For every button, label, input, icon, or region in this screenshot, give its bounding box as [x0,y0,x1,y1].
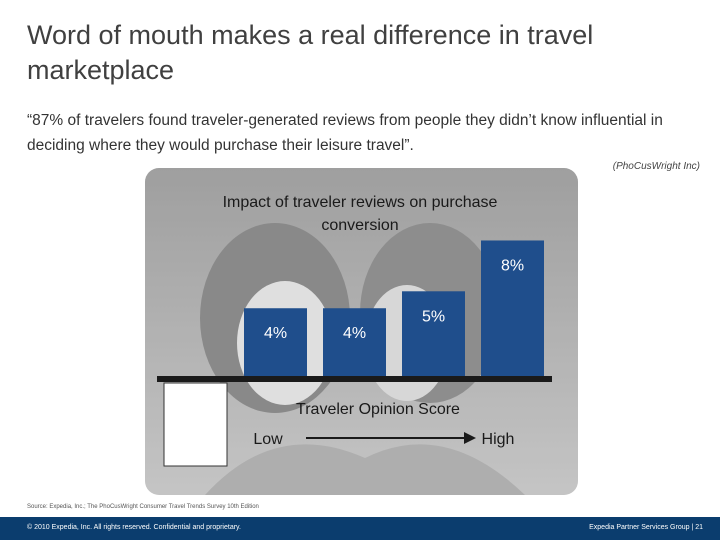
footer-page-info: Expedia Partner Services Group | 21 [589,524,703,531]
footer-bar: © 2010 Expedia, Inc. All rights reserved… [0,517,720,540]
vintage-photo-image [145,168,578,495]
background-photo [145,168,578,495]
slide-title: Word of mouth makes a real difference in… [27,20,594,85]
quote-source: (PhoCusWright Inc) [612,161,700,172]
quote-text: “87% of travelers found traveler-generat… [27,112,663,154]
footer-copyright: © 2010 Expedia, Inc. All rights reserved… [27,524,241,531]
source-note: Source: Expedia, Inc.; The PhoCusWright … [27,504,259,510]
